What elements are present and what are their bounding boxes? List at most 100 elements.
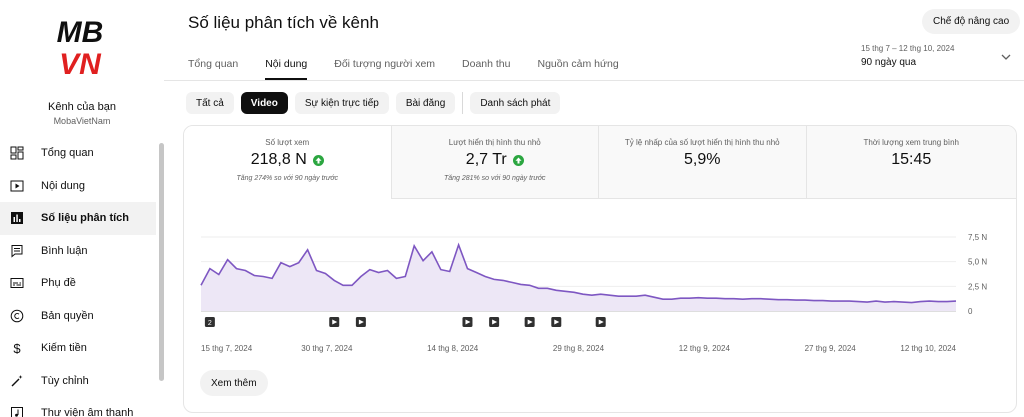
sidebar-item-dashboard[interactable]: Tổng quan bbox=[0, 137, 156, 170]
metrics-row: Số lượt xem 218,8 N Tăng 274% so với 90 ng… bbox=[184, 126, 1016, 199]
metric-note: Tăng 274% so với 90 ngày trước bbox=[236, 175, 339, 182]
y-tick-label: 5,0 N bbox=[968, 258, 987, 267]
video-published-marker[interactable] bbox=[355, 317, 366, 327]
content-icon bbox=[10, 179, 24, 193]
chip-3[interactable]: Bài đăng bbox=[395, 92, 456, 114]
sidebar-item-copyright[interactable]: Bản quyền bbox=[0, 300, 156, 333]
sidebar-item-customization[interactable]: Tùy chỉnh bbox=[0, 365, 156, 398]
y-tick-label: 2,5 N bbox=[968, 282, 987, 291]
metric-tile[interactable]: Số lượt xem 218,8 N Tăng 274% so với 90 ng… bbox=[184, 126, 392, 199]
svg-text:2: 2 bbox=[208, 320, 212, 327]
video-published-marker[interactable] bbox=[462, 317, 473, 327]
logo-text-bottom: VN bbox=[59, 48, 102, 78]
chip-4[interactable]: Danh sách phát bbox=[470, 92, 561, 114]
sidebar-item-label: Tổng quan bbox=[41, 147, 94, 160]
metric-label: Lượt hiển thị hình thu nhỏ bbox=[448, 138, 541, 147]
channel-name: Kênh của bạn bbox=[48, 101, 116, 113]
metric-value: 15:45 bbox=[807, 151, 1017, 169]
chip-1[interactable]: Video bbox=[240, 92, 288, 114]
subtitles-icon bbox=[10, 276, 24, 290]
x-tick-label: 12 thg 9, 2024 bbox=[679, 344, 731, 353]
dashboard-icon bbox=[10, 146, 24, 160]
y-tick-label: 7,5 N bbox=[968, 233, 987, 242]
page-title: Số liệu phân tích về kênh bbox=[188, 13, 379, 32]
video-published-marker[interactable] bbox=[524, 317, 535, 327]
metric-value: 2,7 Tr bbox=[392, 151, 599, 169]
date-range-label[interactable]: 90 ngày qua bbox=[861, 57, 917, 68]
x-tick-label: 15 thg 7, 2024 bbox=[201, 344, 253, 353]
metrics-card: Số lượt xem 218,8 N Tăng 274% so với 90 ng… bbox=[183, 125, 1017, 413]
sidebar-item-analytics[interactable]: Số liệu phân tích bbox=[0, 202, 156, 235]
content-type-chips: Tất cả Video Sự kiện trực tiếp Bài đăng Danh… bbox=[186, 92, 567, 114]
metric-value-text: 15:45 bbox=[891, 151, 932, 168]
chip-0[interactable]: Tất cả bbox=[186, 92, 234, 114]
sidebar-item-comments[interactable]: Bình luận bbox=[0, 235, 156, 268]
video-published-marker[interactable] bbox=[551, 317, 562, 327]
customization-icon bbox=[10, 374, 24, 388]
sidebar-item-label: Kiếm tiền bbox=[41, 342, 87, 355]
tab-2[interactable]: Đối tượng người xem bbox=[334, 58, 436, 70]
trend-up-icon bbox=[512, 154, 524, 166]
channel-logo: MB VN bbox=[57, 16, 104, 78]
analytics-tabs: Tổng quan Nội dung Đối tượng người xem Doan… bbox=[188, 58, 646, 80]
channel-handle: MobaVietNam bbox=[53, 116, 111, 126]
x-tick-label: 29 thg 8, 2024 bbox=[553, 344, 605, 353]
metric-value-text: 2,7 Tr bbox=[465, 151, 507, 168]
chart-area bbox=[201, 244, 956, 311]
sidebar: MB VN Kênh của bạn MobaVietNam Tổng quan… bbox=[0, 0, 164, 417]
metric-label: Thời lượng xem trung bình bbox=[863, 138, 959, 147]
svg-text:$: $ bbox=[13, 341, 21, 355]
sidebar-item-audio-library[interactable]: Thư viện âm thanh bbox=[0, 397, 156, 417]
chip-separator bbox=[462, 92, 464, 114]
chart-series-line bbox=[200, 242, 957, 304]
video-published-marker[interactable] bbox=[595, 317, 606, 327]
y-tick-label: 0 bbox=[968, 307, 973, 316]
chip-2[interactable]: Sự kiện trực tiếp bbox=[294, 92, 389, 114]
x-tick-label: 14 thg 8, 2024 bbox=[427, 344, 479, 353]
chevron-down-icon[interactable] bbox=[999, 50, 1013, 64]
video-count-marker[interactable]: 2 bbox=[204, 317, 215, 327]
sidebar-nav: Tổng quan Nội dung Số liệu phân tích Bình l… bbox=[0, 137, 156, 417]
sidebar-item-label: Số liệu phân tích bbox=[41, 212, 130, 225]
metric-value: 5,9% bbox=[599, 151, 806, 169]
metric-tile[interactable]: Thời lượng xem trung bình 15:45 bbox=[806, 126, 1017, 199]
audio-library-icon bbox=[10, 406, 24, 417]
tab-3[interactable]: Doanh thu bbox=[462, 58, 511, 70]
video-published-marker[interactable] bbox=[489, 317, 500, 327]
copyright-icon bbox=[10, 309, 24, 323]
metric-value-text: 5,9% bbox=[684, 151, 721, 168]
sidebar-item-monetization[interactable]: $ Kiếm tiền bbox=[0, 332, 156, 365]
sidebar-item-label: Bình luận bbox=[41, 244, 88, 257]
tab-4[interactable]: Nguồn cảm hứng bbox=[537, 58, 619, 70]
sidebar-item-label: Bản quyền bbox=[41, 309, 94, 322]
metric-label: Số lượt xem bbox=[265, 138, 310, 147]
logo-text-top: MB bbox=[57, 16, 104, 49]
sidebar-item-subtitles[interactable]: Phụ đề bbox=[0, 267, 156, 300]
x-tick-label: 12 thg 10, 2024 bbox=[900, 344, 956, 353]
views-chart: 7,5 N 5,0 N 2,5 N 0 2 15 thg 7, 2024 30 thg 7,… bbox=[200, 233, 987, 353]
metric-value: 218,8 N bbox=[184, 151, 391, 169]
sidebar-scrollbar[interactable] bbox=[159, 143, 164, 381]
sidebar-item-label: Tùy chỉnh bbox=[41, 374, 89, 387]
sidebar-item-label: Phụ đề bbox=[41, 277, 76, 290]
metric-label: Tỷ lệ nhấp của số lượt hiển thị hình thu… bbox=[624, 138, 780, 147]
sidebar-item-content[interactable]: Nội dung bbox=[0, 170, 156, 203]
metric-tile[interactable]: Tỷ lệ nhấp của số lượt hiển thị hình thu… bbox=[599, 126, 807, 199]
video-published-marker[interactable] bbox=[329, 317, 340, 327]
metric-note: Tăng 281% so với 90 ngày trước bbox=[443, 175, 546, 182]
sidebar-item-label: Thư viện âm thanh bbox=[41, 407, 134, 417]
monetization-icon: $ bbox=[10, 341, 24, 355]
date-range-text[interactable]: 15 thg 7 – 12 thg 10, 2024 bbox=[861, 44, 955, 53]
advanced-mode-button[interactable]: Chế độ nâng cao bbox=[922, 9, 1021, 34]
metric-value-text: 218,8 N bbox=[250, 151, 307, 168]
x-tick-label: 30 thg 7, 2024 bbox=[301, 344, 353, 353]
metric-tile[interactable]: Lượt hiển thị hình thu nhỏ 2,7 Tr Tăng 281… bbox=[391, 126, 599, 199]
tab-1[interactable]: Nội dung bbox=[265, 58, 308, 80]
comments-icon bbox=[10, 244, 24, 258]
x-tick-label: 27 thg 9, 2024 bbox=[805, 344, 857, 353]
tabs-divider bbox=[164, 80, 1024, 81]
sidebar-item-label: Nội dung bbox=[41, 179, 86, 192]
tab-0[interactable]: Tổng quan bbox=[188, 58, 239, 70]
trend-up-icon bbox=[312, 154, 324, 166]
see-more-button[interactable]: Xem thêm bbox=[200, 370, 268, 396]
